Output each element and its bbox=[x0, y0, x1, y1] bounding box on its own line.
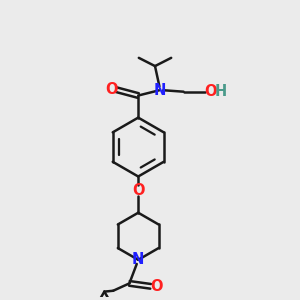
Text: N: N bbox=[153, 83, 166, 98]
Text: N: N bbox=[132, 252, 144, 267]
Text: O: O bbox=[150, 279, 163, 294]
Text: O: O bbox=[105, 82, 117, 97]
Text: O: O bbox=[204, 84, 216, 99]
Text: O: O bbox=[132, 183, 145, 198]
Text: H: H bbox=[215, 84, 227, 99]
